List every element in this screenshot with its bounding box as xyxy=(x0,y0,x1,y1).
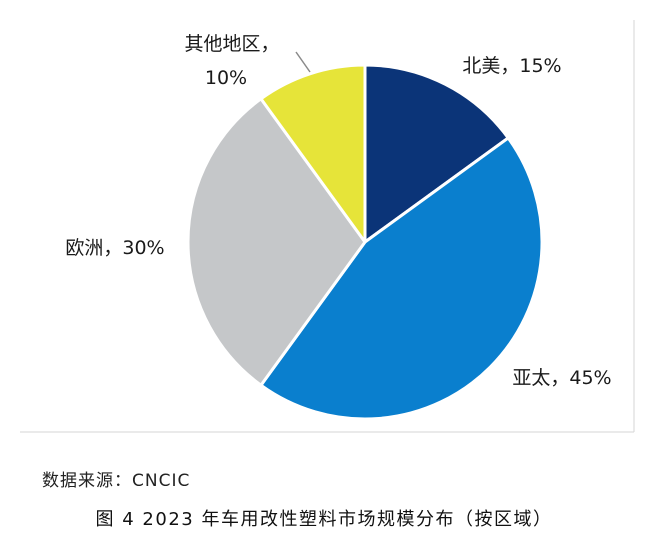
figure-caption: 图 4 2023 年车用改性塑料市场规模分布（按区域） xyxy=(95,509,553,530)
slice-labels: 北美，15% 亚太，45% 欧洲，30% 其他地区， 10% xyxy=(65,33,611,389)
pie-slices xyxy=(186,63,544,421)
slice-label-1: 北美，15% xyxy=(462,55,561,77)
pie-chart: 北美，15% 亚太，45% 欧洲，30% 其他地区， 10% xyxy=(20,20,635,433)
leader-lines xyxy=(295,51,311,73)
leader-line-4 xyxy=(295,51,311,73)
slice-label-4-value: 10% xyxy=(205,67,247,89)
source-note: 数据来源：CNCIC xyxy=(42,471,191,491)
slice-label-2: 亚太，45% xyxy=(512,367,611,389)
pie-slice-1 xyxy=(363,63,510,244)
slice-label-3: 欧洲，30% xyxy=(65,237,164,259)
slice-label-4-name: 其他地区， xyxy=(184,33,279,55)
pie-slice-4 xyxy=(259,63,367,244)
pie-slice-2 xyxy=(259,136,544,421)
pie-slice-3 xyxy=(186,97,367,387)
